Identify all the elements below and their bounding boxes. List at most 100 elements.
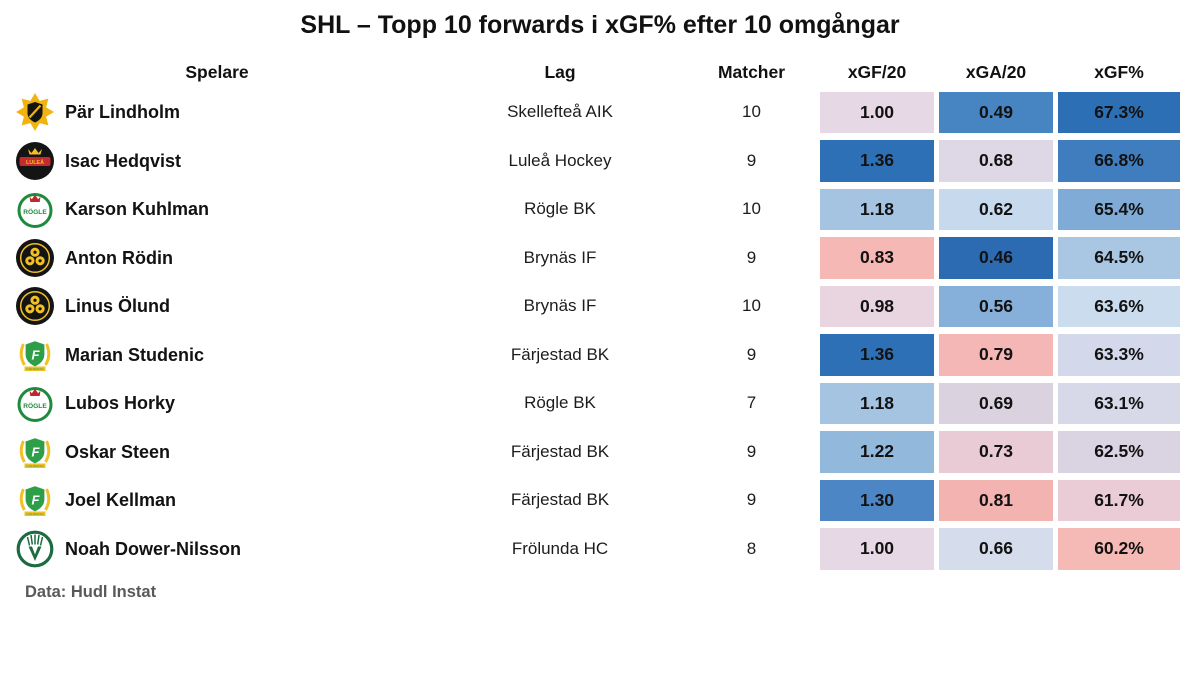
table-row: Linus Ölund Brynäs IF 10 0.98 0.56 63.6% bbox=[0, 282, 1200, 331]
matches-count: 9 bbox=[746, 441, 757, 461]
xga20-cell: 0.69 bbox=[939, 382, 1053, 424]
xgfpct-cell: 63.3% bbox=[1058, 334, 1180, 376]
xgfpct-cell: 60.2% bbox=[1058, 528, 1180, 570]
xgfpct-cell: 64.5% bbox=[1058, 237, 1180, 279]
xga20-cell: 0.49 bbox=[939, 91, 1053, 133]
xga20-cell: 0.62 bbox=[939, 188, 1053, 230]
column-header-xga20: xGA/20 bbox=[965, 62, 1027, 82]
xgfpct-cell: 66.8% bbox=[1058, 140, 1180, 182]
xgfpct-cell: 67.3% bbox=[1058, 91, 1180, 133]
xga20-cell: 0.46 bbox=[939, 237, 1053, 279]
player-name: Marian Studenic bbox=[65, 344, 205, 365]
xgf20-cell: 0.83 bbox=[820, 237, 934, 279]
team-name: Färjestad BK bbox=[510, 441, 610, 461]
column-header-matcher: Matcher bbox=[717, 62, 786, 82]
team-name: Brynäs IF bbox=[523, 296, 597, 315]
table-body: Pär Lindholm Skellefteå AIK 10 1.00 0.49… bbox=[0, 88, 1200, 573]
matches-count: 10 bbox=[742, 296, 761, 315]
player-name: Oskar Steen bbox=[65, 441, 171, 462]
svg-text:FÄRJESTAD: FÄRJESTAD bbox=[26, 464, 44, 468]
team-name: Rögle BK bbox=[524, 393, 596, 412]
team-logo-rogle-bk-icon: RÖGLE bbox=[15, 383, 55, 423]
matches-count: 8 bbox=[746, 538, 757, 558]
xgfpct-cell: 63.6% bbox=[1058, 285, 1180, 327]
column-header-lag: Lag bbox=[544, 62, 576, 82]
xgf20-cell: 1.18 bbox=[820, 382, 934, 424]
svg-text:FÄRJESTAD: FÄRJESTAD bbox=[26, 367, 44, 371]
xga20-cell: 0.79 bbox=[939, 334, 1053, 376]
team-logo-frolunda-hc-icon bbox=[15, 529, 55, 569]
matches-count: 9 bbox=[746, 247, 757, 267]
team-logo-rogle-bk-icon: RÖGLE bbox=[15, 189, 55, 229]
xgfpct-cell: 63.1% bbox=[1058, 382, 1180, 424]
matches-count: 9 bbox=[746, 150, 757, 170]
player-name: Isac Hedqvist bbox=[65, 150, 182, 171]
matches-count: 10 bbox=[742, 199, 761, 218]
team-logo-skelleftea-aik-icon bbox=[15, 92, 55, 132]
team-name: Rögle BK bbox=[524, 199, 596, 218]
table-row: F FÄRJESTAD Oskar Steen Färjestad BK 9 1.… bbox=[0, 428, 1200, 477]
svg-text:LULEÅ: LULEÅ bbox=[26, 158, 44, 165]
xgfpct-cell: 65.4% bbox=[1058, 188, 1180, 230]
table-header-row: Spelare Lag Matcher xGF/20 xGA/20 xGF% bbox=[0, 58, 1200, 86]
svg-text:F: F bbox=[32, 347, 41, 362]
team-name: Färjestad BK bbox=[510, 344, 610, 364]
matches-count: 9 bbox=[746, 344, 757, 364]
team-name: Frölunda HC bbox=[511, 538, 609, 558]
player-name: Noah Dower-Nilsson bbox=[65, 538, 242, 559]
team-logo-farjestad-bk-icon: F FÄRJESTAD bbox=[15, 432, 55, 472]
table-row: F FÄRJESTAD Marian Studenic Färjestad BK … bbox=[0, 331, 1200, 380]
column-header-spelare: Spelare bbox=[185, 62, 249, 82]
player-name: Karson Kuhlman bbox=[65, 199, 210, 219]
xgf20-cell: 1.36 bbox=[820, 140, 934, 182]
table-row: F FÄRJESTAD Joel Kellman Färjestad BK 9 1… bbox=[0, 476, 1200, 525]
team-name: Brynäs IF bbox=[523, 247, 597, 267]
column-header-xgfpct: xGF% bbox=[1094, 62, 1144, 82]
xgf20-cell: 0.98 bbox=[820, 285, 934, 327]
xgf20-cell: 1.30 bbox=[820, 479, 934, 521]
column-header-xgf20: xGF/20 bbox=[847, 62, 907, 82]
matches-count: 9 bbox=[746, 490, 757, 509]
team-logo-farjestad-bk-icon: F FÄRJESTAD bbox=[15, 335, 55, 375]
table-row: Anton Rödin Brynäs IF 9 0.83 0.46 64.5% bbox=[0, 234, 1200, 283]
svg-text:RÖGLE: RÖGLE bbox=[23, 401, 47, 410]
svg-text:F: F bbox=[32, 493, 41, 508]
page-title: SHL – Topp 10 forwards i xGF% efter 10 o… bbox=[300, 11, 900, 39]
table-row: RÖGLE Lubos Horky Rögle BK 7 1.18 0.69 6… bbox=[0, 379, 1200, 428]
table-row: Noah Dower-Nilsson Frölunda HC 8 1.00 0.… bbox=[0, 525, 1200, 574]
data-source-credit: Data: Hudl Instat bbox=[25, 583, 157, 601]
xgf20-cell: 1.18 bbox=[820, 188, 934, 230]
matches-count: 7 bbox=[746, 393, 757, 412]
xgfpct-cell: 61.7% bbox=[1058, 479, 1180, 521]
table-row: RÖGLE Karson Kuhlman Rögle BK 10 1.18 0.… bbox=[0, 185, 1200, 234]
xga20-cell: 0.68 bbox=[939, 140, 1053, 182]
player-name: Anton Rödin bbox=[65, 247, 173, 268]
team-name: Skellefteå AIK bbox=[507, 102, 613, 121]
xga20-cell: 0.56 bbox=[939, 285, 1053, 327]
xga20-cell: 0.73 bbox=[939, 431, 1053, 473]
player-name: Pär Lindholm bbox=[65, 102, 181, 122]
team-logo-brynas-if-icon bbox=[15, 238, 55, 278]
xgf20-cell: 1.00 bbox=[820, 528, 934, 570]
svg-text:RÖGLE: RÖGLE bbox=[23, 207, 47, 216]
xgfpct-cell: 62.5% bbox=[1058, 431, 1180, 473]
xga20-cell: 0.66 bbox=[939, 528, 1053, 570]
xgf20-cell: 1.36 bbox=[820, 334, 934, 376]
team-name: Färjestad BK bbox=[510, 490, 610, 509]
xga20-cell: 0.81 bbox=[939, 479, 1053, 521]
svg-text:FÄRJESTAD: FÄRJESTAD bbox=[26, 512, 44, 516]
table-row: LULEÅ Isac Hedqvist Luleå Hockey 9 1.36 … bbox=[0, 137, 1200, 186]
player-name: Lubos Horky bbox=[65, 393, 176, 413]
team-logo-brynas-if-icon bbox=[15, 286, 55, 326]
team-logo-lulea-hockey-icon: LULEÅ bbox=[15, 141, 55, 181]
svg-text:F: F bbox=[32, 444, 41, 459]
team-logo-farjestad-bk-icon: F FÄRJESTAD bbox=[15, 480, 55, 520]
player-name: Linus Ölund bbox=[65, 296, 170, 316]
team-name: Luleå Hockey bbox=[508, 150, 612, 170]
matches-count: 10 bbox=[742, 102, 761, 121]
player-name: Joel Kellman bbox=[65, 490, 177, 510]
xgf20-cell: 1.00 bbox=[820, 91, 934, 133]
table-row: Pär Lindholm Skellefteå AIK 10 1.00 0.49… bbox=[0, 88, 1200, 137]
xgf20-cell: 1.22 bbox=[820, 431, 934, 473]
